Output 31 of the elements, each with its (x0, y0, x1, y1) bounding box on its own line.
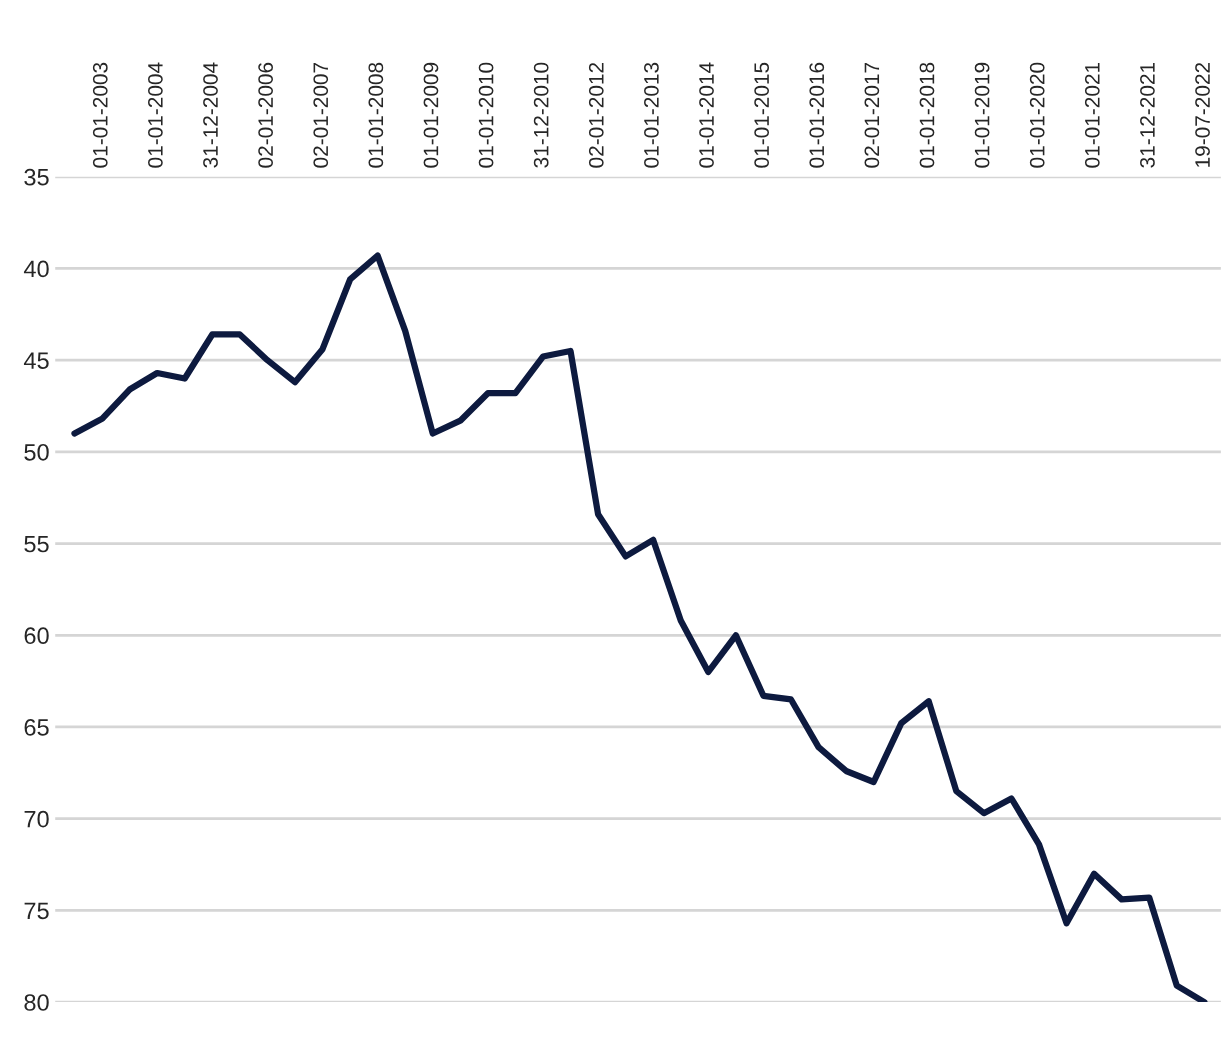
y-tick-label: 75 (24, 902, 49, 920)
x-tick-label: 01-01-2018 (919, 62, 935, 168)
y-tick-label: 70 (24, 810, 49, 828)
y-tick-label: 50 (24, 443, 49, 461)
x-tick-label: 01-01-2010 (478, 62, 494, 168)
x-tick-label: 01-01-2014 (699, 62, 714, 168)
y-tick-label: 45 (23, 352, 49, 369)
y-tick-label: 80 (24, 994, 49, 1011)
x-tick-label: 01-01-2021 (1084, 62, 1100, 168)
x-tick-label: 19-07-2022 (1195, 62, 1210, 167)
y-tick-label: 60 (24, 627, 49, 645)
x-tick-label: 01-01-2003 (92, 62, 108, 168)
y-tick-label: 35 (24, 168, 49, 186)
x-tick-label: 01-01-2008 (368, 62, 384, 168)
x-tick-label: 31-12-2021 (1140, 62, 1155, 168)
x-tick-label: 02-01-2012 (588, 62, 604, 168)
y-tick-label: 40 (23, 260, 49, 278)
x-tick-label: 02-01-2007 (313, 62, 329, 168)
x-tick-label: 31-12-2010 (533, 62, 549, 168)
x-tick-label: 01-01-2004 (148, 62, 163, 168)
x-tick-label: 01-01-2016 (809, 62, 825, 168)
x-tick-label: 02-01-2006 (258, 62, 273, 168)
y-tick-label: 55 (24, 535, 49, 553)
x-tick-label: 01-01-2020 (1029, 62, 1045, 168)
x-tick-label: 31-12-2004 (203, 62, 218, 168)
x-tick-label: 02-01-2017 (864, 62, 880, 168)
x-tick-label: 01-01-2019 (974, 62, 990, 168)
y-tick-label: 65 (24, 719, 49, 736)
x-tick-label: 01-01-2015 (754, 62, 770, 168)
x-tick-label: 01-01-2013 (644, 62, 659, 168)
x-tick-label: 01-01-2009 (423, 62, 439, 168)
